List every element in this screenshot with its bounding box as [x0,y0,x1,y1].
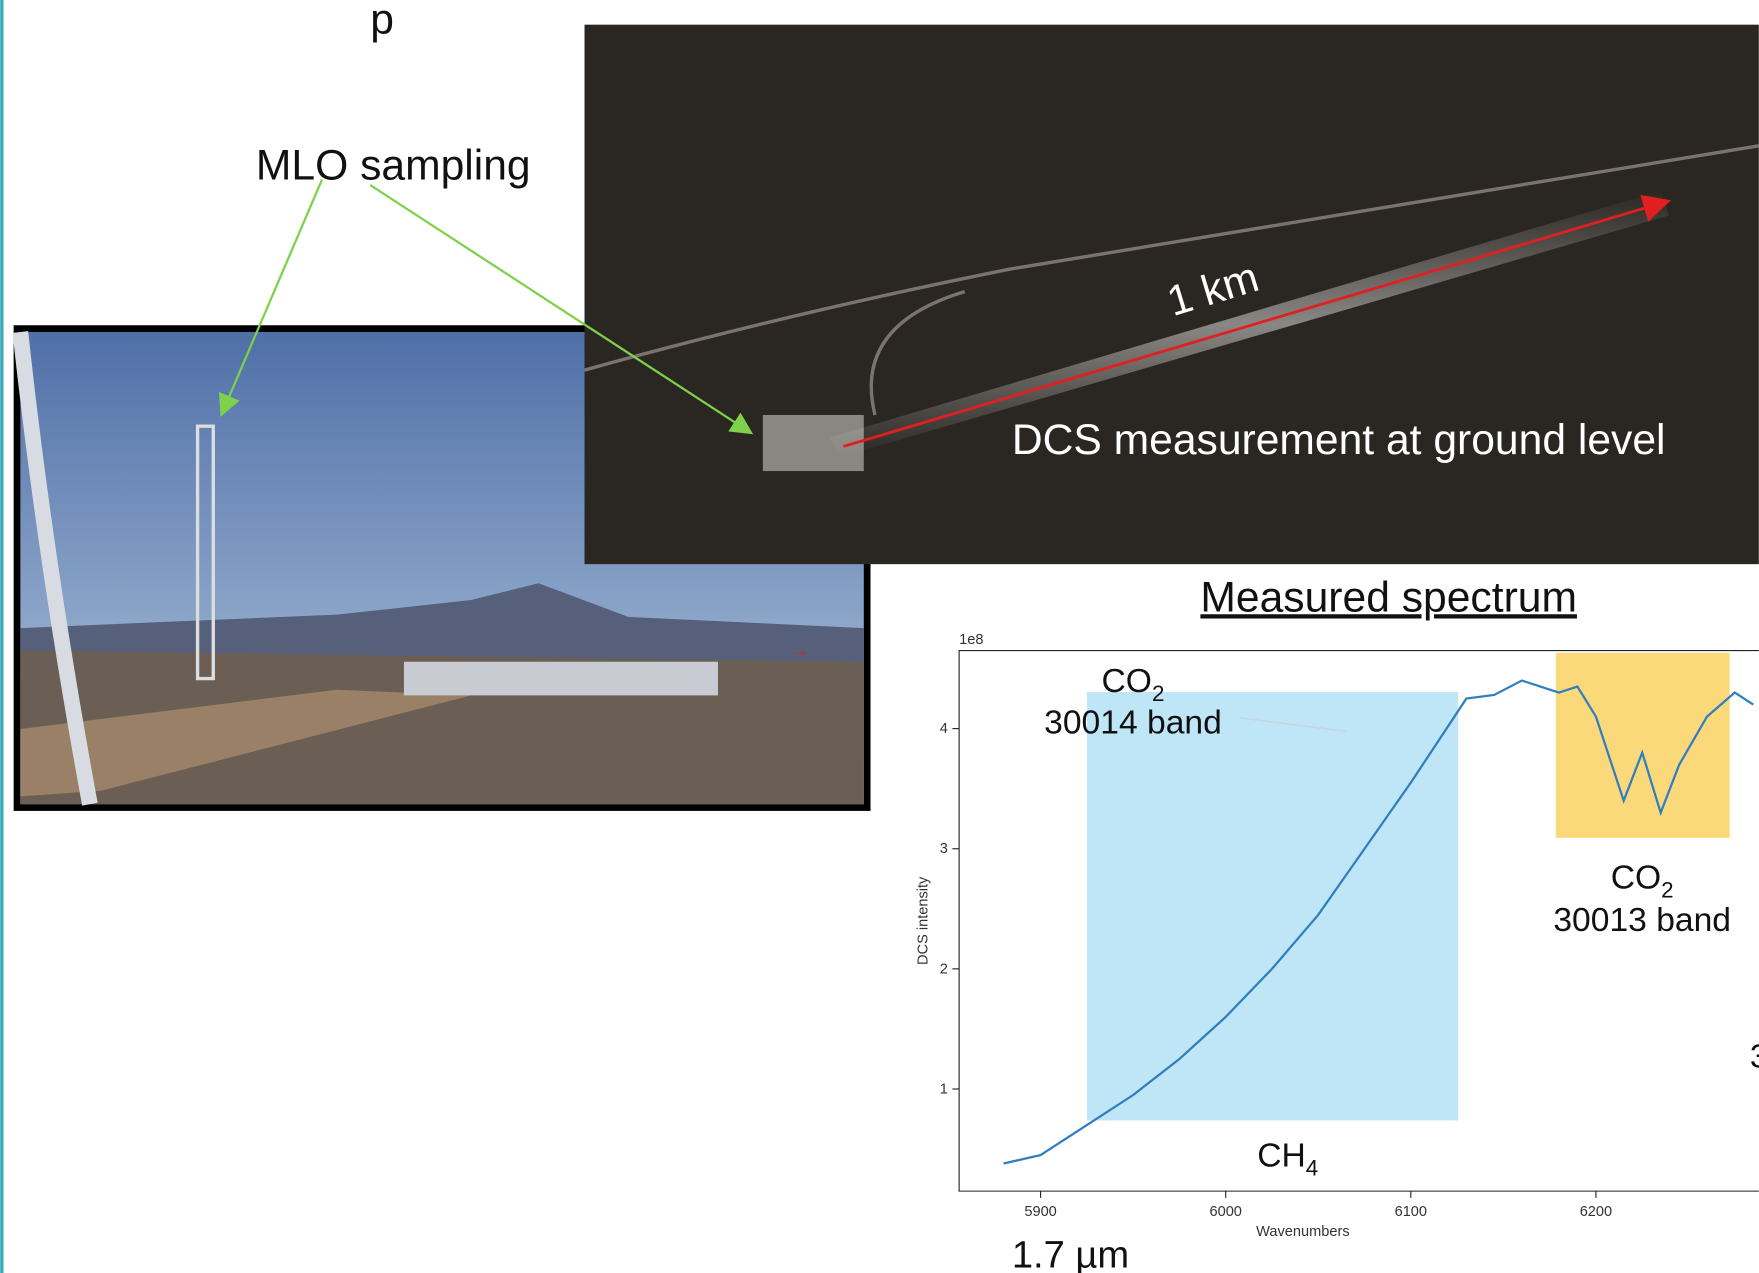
axes-frame [958,649,1759,1192]
mlo-label: MLO sampling [256,141,531,189]
title-fragment: p [370,0,394,44]
satellite-image [584,24,1759,565]
y-axis-label: DCS intensity [916,876,932,965]
x-tick-label: 6200 [1580,1204,1612,1220]
x-tick-label: 5900 [1024,1204,1056,1220]
x-tick-label: 6100 [1395,1204,1427,1220]
co2-main: CO [1102,663,1152,700]
x-axis-label: Wavenumbers [1256,1224,1349,1240]
offset-text: 1e8 [959,632,983,648]
ch4-main: CH [1257,1137,1306,1174]
x-tick-label: 6000 [1209,1204,1241,1220]
y-tick-label: 4 [940,721,948,737]
co2-label: CO2 [1102,663,1165,706]
co2-label: CO2 [1611,859,1674,902]
co2-sub: 2 [1152,681,1164,706]
spectrum-line [1003,679,1754,1165]
ch4-sub: 4 [1306,1155,1318,1180]
wavelength-label: 1.7 µm [1012,1233,1129,1273]
band-label: 30013 band [1553,902,1731,939]
cut-label: 3 [1750,1039,1759,1076]
band-pointer [1239,716,1347,733]
co2-sub: 2 [1661,877,1673,902]
ch4-region [1086,692,1459,1121]
photo-arrow: → [791,640,809,660]
dcs-label: DCS measurement at ground level [1012,416,1666,464]
slide-edge [0,0,4,1273]
pointer-arrow [218,179,324,417]
co2-region [1555,652,1730,838]
y-tick-label: 3 [940,841,948,857]
ch4-label: CH4 [1257,1137,1318,1180]
y-tick-label: 1 [940,1081,948,1097]
band-label: 30014 band [1044,705,1222,742]
pointer-arrow [369,184,754,435]
spectrum-title: Measured spectrum [1200,573,1577,621]
co2-main: CO [1611,859,1661,896]
y-tick-label: 2 [940,961,948,977]
spectrum-chart: 5900 6000 6100 6200 1 2 3 4 1e8 Wavenumbers DCS in… [916,632,1759,1240]
